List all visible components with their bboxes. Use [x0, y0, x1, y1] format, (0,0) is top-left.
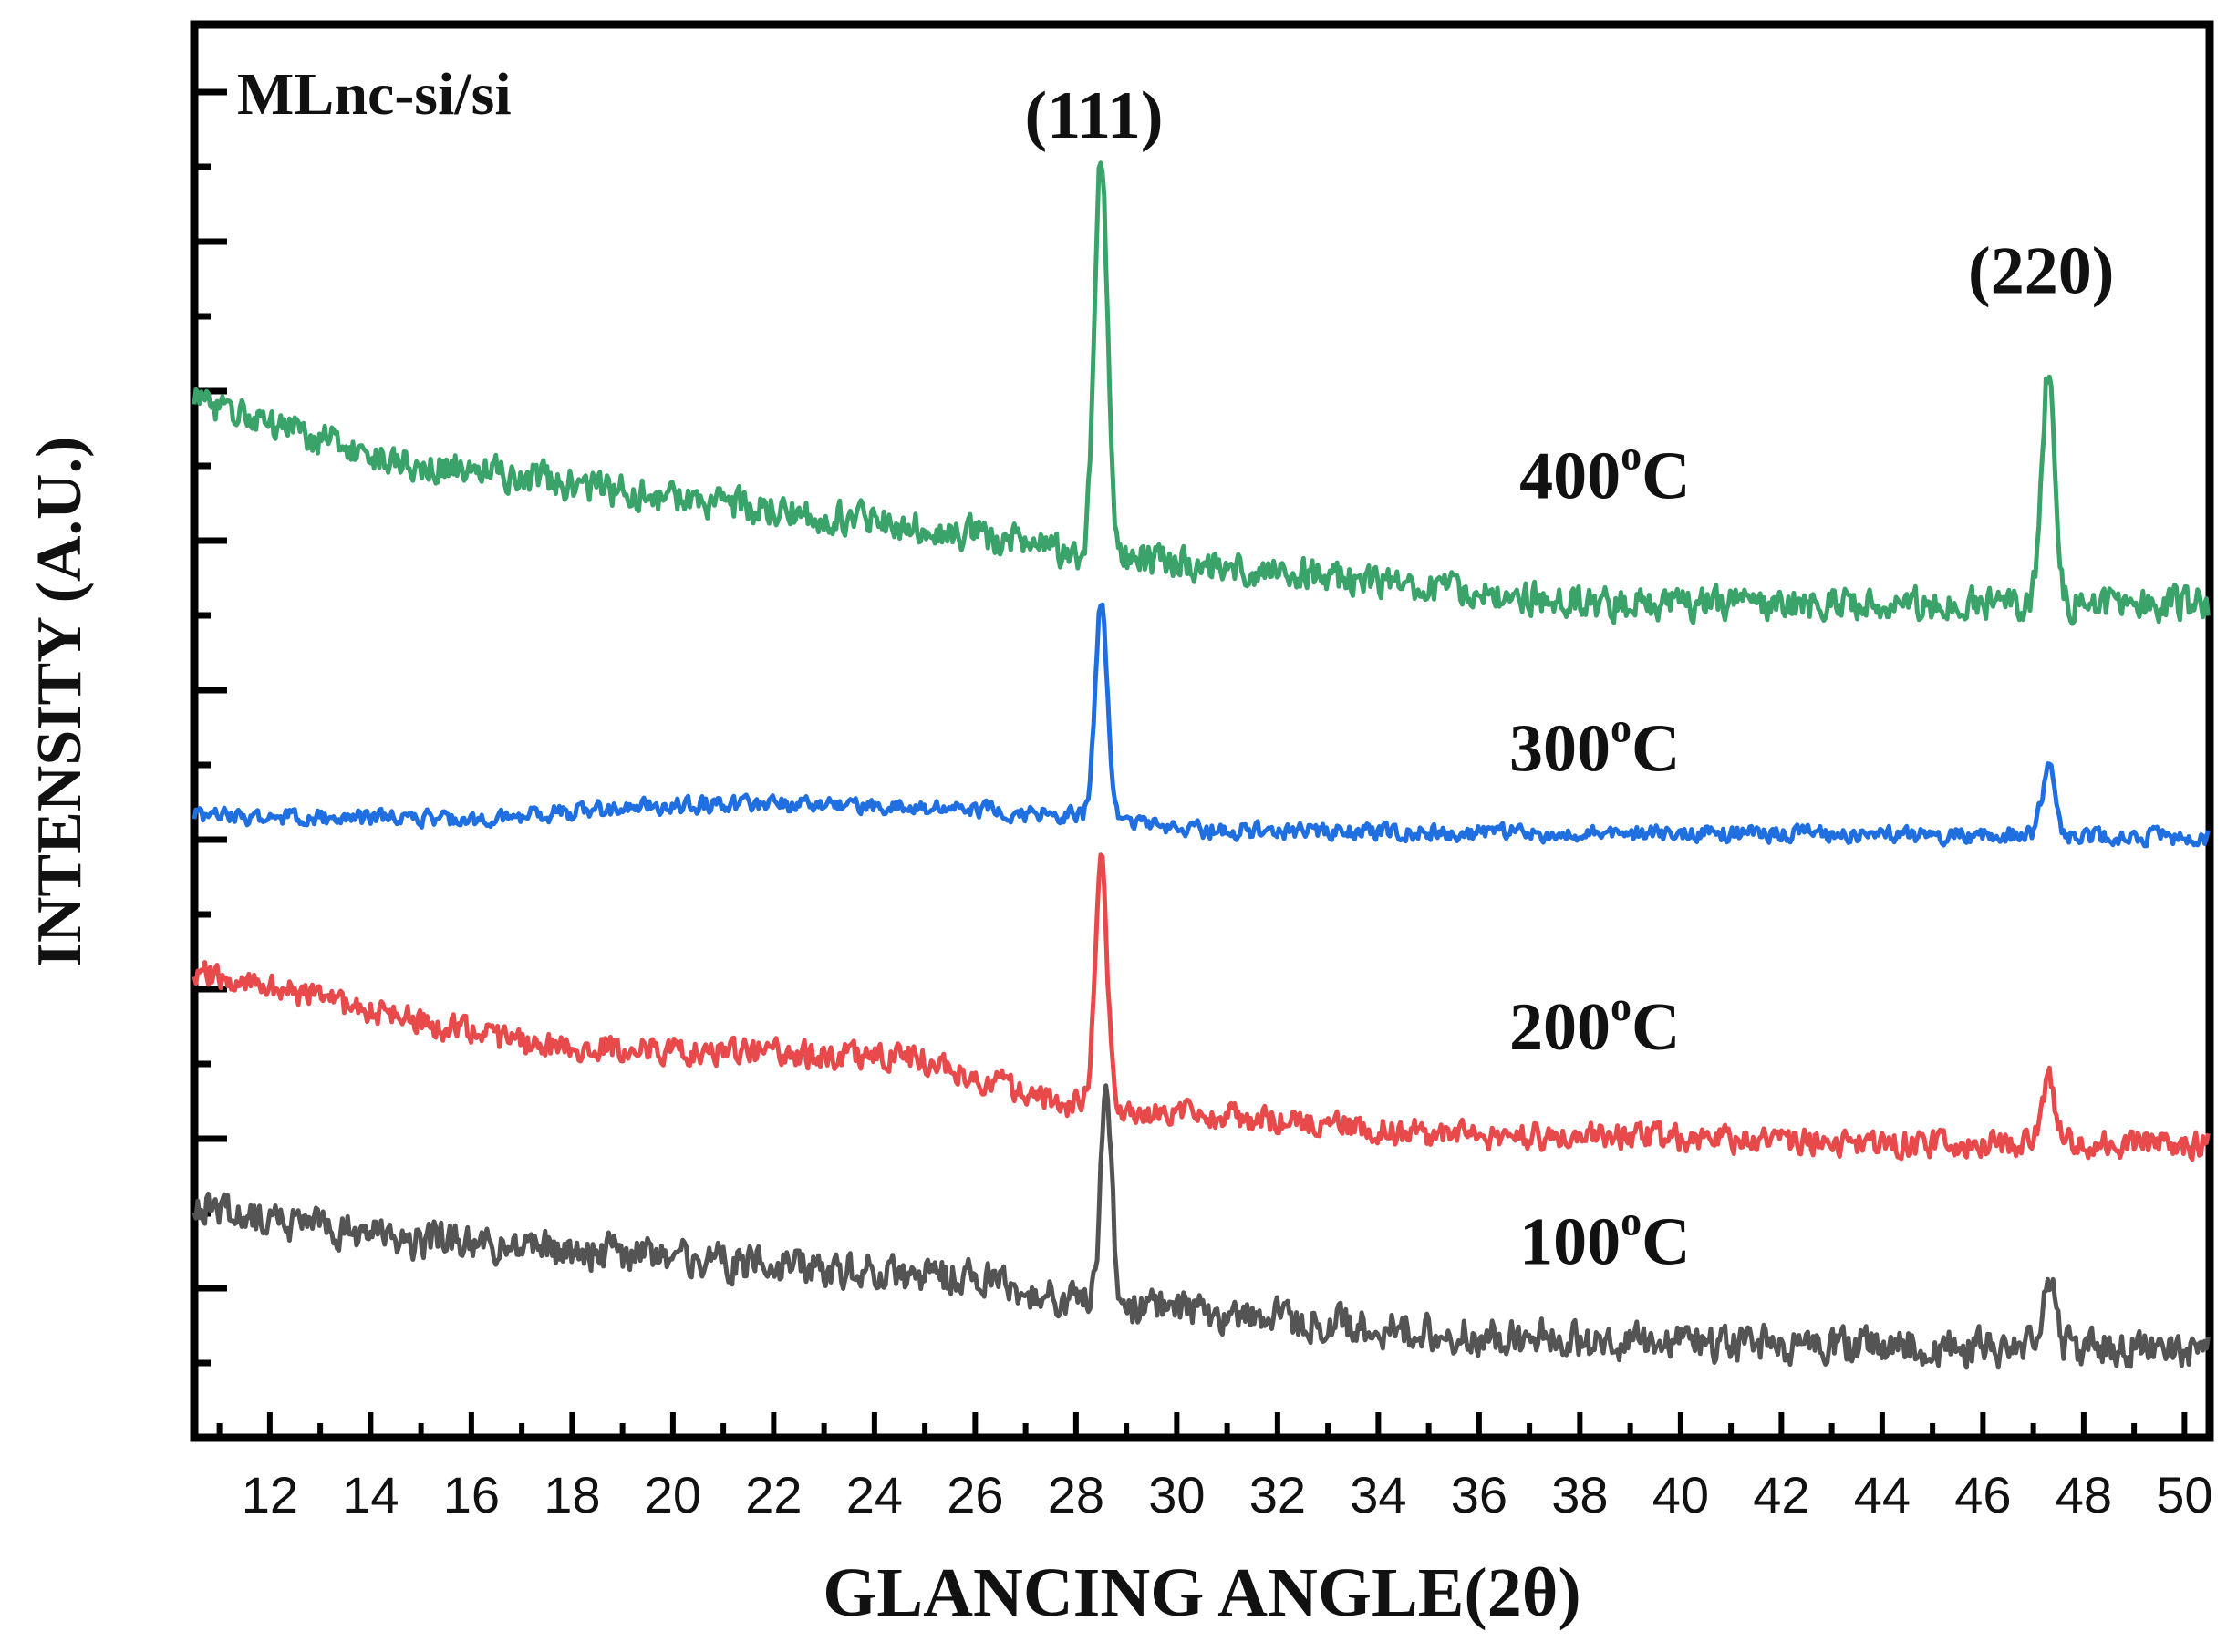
plot-frame: [190, 20, 2214, 1442]
series-label-value: 400: [1519, 439, 1621, 513]
x-tick-label: 50: [2156, 1466, 2212, 1523]
x-tick-label: 42: [1753, 1466, 1809, 1523]
peak-label: (220): [1968, 234, 2114, 309]
x-tick-label: 38: [1551, 1466, 1608, 1523]
y-tick-marks: [194, 88, 227, 1367]
series-label-300: 300oC: [1509, 704, 1680, 786]
x-tick-label: 16: [443, 1466, 500, 1523]
x-tick-label: 44: [1854, 1466, 1911, 1523]
x-axis-ticks: 12 14 16 18 20 22 24 26 28 30 32 34 36 38 40 42 44 46 48 50: [216, 1412, 2213, 1523]
series-label-value: 300: [1509, 711, 1611, 786]
series-label-value: 100: [1519, 1204, 1621, 1279]
series-line-400: [192, 160, 2211, 626]
series-lines: [192, 160, 2211, 1370]
series-label-degree: o: [1611, 983, 1631, 1029]
series-label-100: 100oC: [1519, 1197, 1690, 1279]
series-label-degree: o: [1611, 704, 1631, 750]
y-axis-title: INTENSITY (A.U.): [25, 437, 95, 968]
series-line-300: [192, 602, 2211, 849]
series-label-unit: C: [1631, 990, 1680, 1065]
x-axis-title: GLANCING ANGLE(2θ): [823, 1554, 1580, 1631]
x-tick-label: 48: [2056, 1466, 2112, 1523]
x-tick-label: 32: [1249, 1466, 1306, 1523]
x-tick-label: 24: [846, 1466, 903, 1523]
peak-annotations: (111) (220): [1024, 78, 2114, 309]
x-tick-label: 12: [242, 1466, 298, 1523]
peak-label: (111): [1024, 78, 1163, 153]
series-label-200: 200oC: [1509, 983, 1680, 1065]
series-label-degree: o: [1621, 431, 1642, 478]
series-label-unit: C: [1642, 439, 1690, 513]
x-tick-label: 26: [947, 1466, 1003, 1523]
x-tick-label: 14: [342, 1466, 399, 1523]
x-tick-label: 28: [1048, 1466, 1104, 1523]
series-label-unit: C: [1631, 711, 1680, 786]
series-label-unit: C: [1642, 1204, 1690, 1279]
x-tick-label: 22: [745, 1466, 802, 1523]
series-line-200: [192, 852, 2211, 1162]
x-tick-label: 18: [544, 1466, 600, 1523]
x-tick-label: 20: [645, 1466, 701, 1523]
series-label-400: 400oC: [1519, 431, 1690, 513]
x-tick-label: 46: [1954, 1466, 2011, 1523]
x-tick-label: 40: [1652, 1466, 1709, 1523]
series-label-degree: o: [1621, 1197, 1642, 1244]
series-line-100: [192, 1083, 2211, 1370]
x-tick-label: 34: [1350, 1466, 1406, 1523]
x-tick-label: 36: [1451, 1466, 1507, 1523]
series-label-value: 200: [1509, 990, 1611, 1065]
x-tick-label: 30: [1148, 1466, 1205, 1523]
sample-label: MLnc-si/si: [237, 61, 512, 128]
